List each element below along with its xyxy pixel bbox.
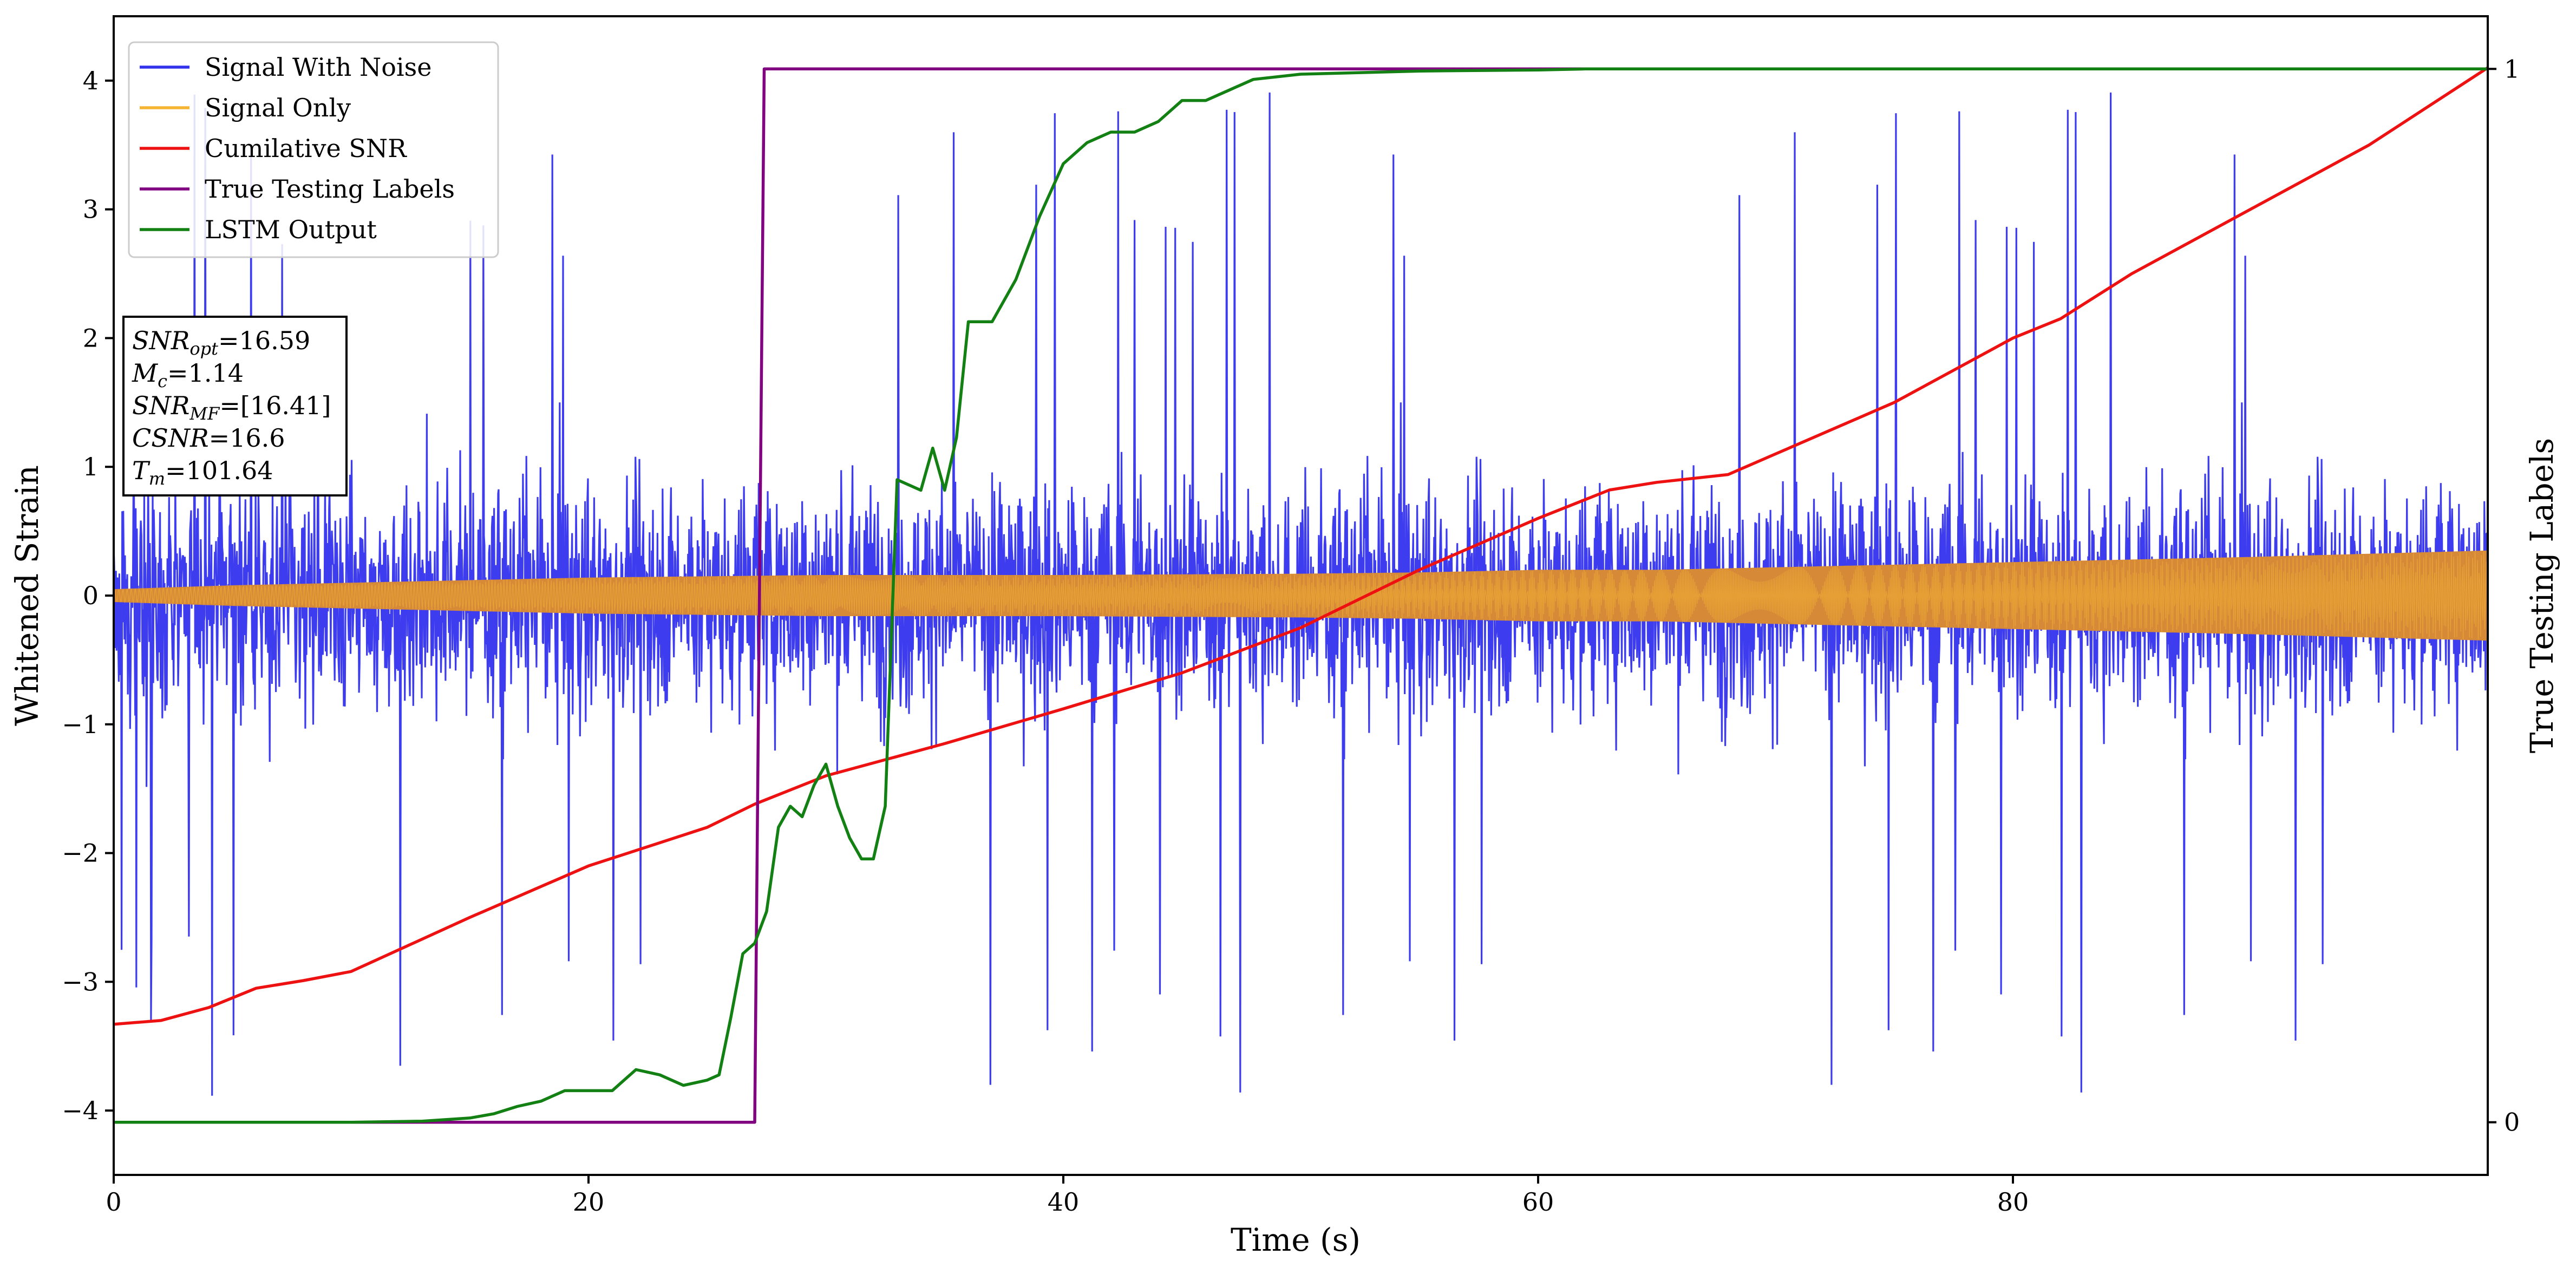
legend-label: True Testing Labels: [205, 174, 455, 204]
legend-label: Signal Only: [205, 93, 351, 122]
y-tick-label: 0: [83, 581, 99, 610]
x-tick-label: 80: [1997, 1187, 2029, 1217]
plot-area: [114, 66, 2488, 1124]
y-tick-label: −3: [62, 967, 99, 996]
info-box-frame: [122, 316, 348, 496]
info-box-line: SNRMF=[16.41]: [132, 391, 331, 424]
series-lstm-output: [114, 67, 2488, 1124]
y-tick-label: 1: [83, 452, 99, 481]
y-tick-label: 4: [83, 66, 99, 95]
series-lstm-output-line: [114, 67, 2488, 1124]
series-cumilative-snr: [114, 66, 2488, 1026]
info-box-line: Mc=1.14: [132, 358, 244, 391]
x-tick-label: 0: [106, 1187, 121, 1217]
y-tick-label: 3: [83, 195, 99, 224]
legend: Signal With Noise Signal Only Cumilative S…: [128, 41, 499, 258]
x-tick-label: 40: [1048, 1187, 1080, 1217]
y-axis-label: Whitened Strain: [9, 465, 45, 726]
info-box-line: Tm=101.64: [132, 456, 273, 489]
x-tick-label: 60: [1522, 1187, 1554, 1217]
y2-tick-label: 1: [2504, 54, 2520, 83]
legend-label: LSTM Output: [205, 215, 377, 244]
y2-tick-label: 0: [2504, 1108, 2520, 1137]
y-axis-right: 01: [2488, 54, 2520, 1137]
info-box: SNRopt=16.59Mc=1.14SNRMF=[16.41]CSNR=16.…: [122, 316, 348, 496]
y-tick-label: −2: [62, 839, 99, 868]
x-tick-label: 20: [573, 1187, 605, 1217]
info-box-line: CSNR=16.6: [132, 423, 285, 453]
x-axis: 0 20 40 60 80: [106, 1175, 2029, 1217]
y-tick-label: 2: [83, 323, 99, 352]
series-cumilative-snr-line: [114, 66, 2488, 1026]
series-signal-only: [114, 550, 2488, 641]
series-signal-with-noise: [114, 92, 2488, 1096]
y2-axis-label: True Testing Labels: [2523, 438, 2560, 753]
y-axis-left: −4 −3 −2 −1 0 1 2 3 4: [62, 66, 114, 1125]
signal-only-line: [114, 551, 2488, 641]
y-tick-label: −1: [62, 710, 99, 739]
legend-box: [128, 41, 499, 258]
signal-with-noise-line: [114, 92, 2488, 1096]
x-axis-label: Time (s): [1231, 1221, 1361, 1258]
info-box-line: SNRopt=16.59: [132, 326, 310, 359]
legend-label: Signal With Noise: [205, 53, 431, 82]
legend-label: Cumilative SNR: [205, 134, 407, 163]
y-tick-label: −4: [62, 1096, 99, 1125]
